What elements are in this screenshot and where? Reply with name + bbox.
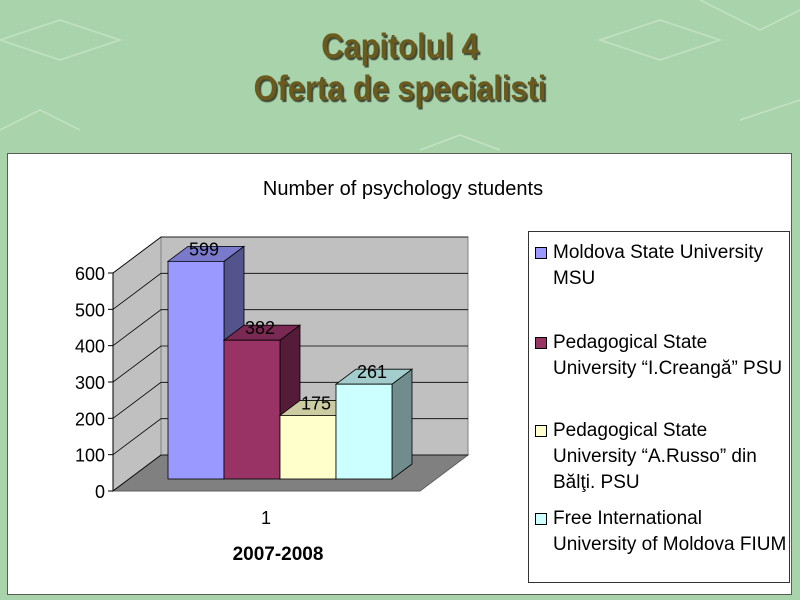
slide-title-line2: Oferta de specialisti (253, 69, 547, 108)
legend-label: Moldova State University MSU (553, 242, 764, 289)
x-tick-label: 1 (261, 508, 271, 528)
bar (279, 415, 337, 480)
y-tick-label: 200 (75, 409, 105, 429)
gridline (112, 272, 468, 310)
legend-label: Pedagogical State University “A.Russo” d… (553, 420, 757, 493)
legend-swatch (535, 337, 547, 349)
bar-data-label: 261 (357, 362, 387, 382)
bar-data-label: 599 (189, 239, 219, 259)
bar (223, 339, 281, 480)
chart-legend: Moldova State University MSU Pedagogical … (528, 231, 790, 583)
legend-label: Pedagogical State University “I.Creangă”… (553, 332, 783, 379)
y-tick-label: 0 (95, 482, 105, 502)
y-tick-label: 500 (75, 300, 105, 320)
slide-title: Capitolul 4 Oferta de specialisti (48, 26, 752, 110)
chart-title: Number of psychology students (262, 178, 544, 200)
chart-plot: 0 100 200 300 400 500 600 1 599 382 175 261 (75, 236, 470, 528)
chart-frame: Number of psychology students 0 100 200 300… (7, 153, 792, 595)
gridline (112, 309, 468, 346)
bar (167, 260, 225, 480)
bar (335, 383, 393, 480)
y-tick-label: 600 (75, 264, 105, 284)
legend-label: Free International University of Moldova… (553, 508, 787, 555)
y-tick-label: 100 (75, 446, 105, 466)
legend-swatch (535, 247, 547, 259)
bar-side (391, 368, 413, 480)
y-tick-label: 400 (75, 337, 105, 357)
gridline (112, 236, 468, 274)
x-axis-label: 2007-2008 (232, 544, 324, 565)
legend-swatch (535, 425, 547, 437)
bar-data-label: 382 (245, 318, 275, 338)
gridline (112, 345, 468, 383)
y-tick-label: 300 (75, 373, 105, 393)
legend-swatch (535, 513, 547, 525)
bar-data-label: 175 (301, 393, 331, 413)
slide-title-line1: Capitolul 4 (321, 27, 479, 66)
